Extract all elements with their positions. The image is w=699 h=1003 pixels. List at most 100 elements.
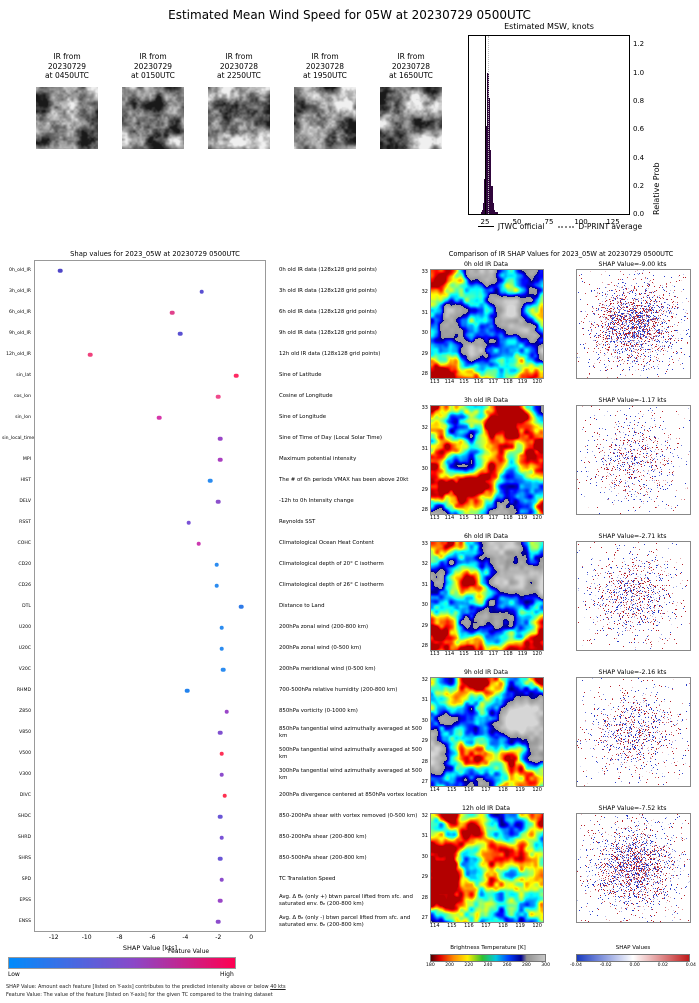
shap-dot — [217, 457, 223, 462]
shap-dot — [234, 373, 239, 378]
map-ytick: 29 — [421, 738, 428, 745]
map-xtick: 115 — [459, 515, 469, 521]
map-xtick: 118 — [503, 515, 513, 521]
shap-feature-desc: 3h old IR data (128x128 grid points) — [279, 288, 377, 295]
map-xtick: 120 — [532, 787, 542, 793]
shap-dot — [219, 646, 224, 651]
shap-feature-row: ENSS Avg. Δ θₑ (only -) btwn parcel lifte… — [2, 911, 434, 932]
map-xtick: 114 — [444, 379, 455, 385]
shap-plot-cell — [34, 764, 266, 785]
ir-thumbnail-image — [380, 87, 442, 149]
shap-feature-code: RHMD — [16, 688, 31, 693]
shap-feature-desc: Sine of Time of Day (Local Solar Time) — [279, 435, 382, 442]
shap-feature-code: sin_lon — [15, 415, 31, 420]
shap-dot — [219, 877, 224, 882]
shap-feature-code: V500 — [19, 751, 31, 756]
feature-value-high-label: High — [220, 971, 234, 978]
shap-feature-code: EPSS — [19, 898, 31, 903]
map-xtick: 116 — [473, 379, 484, 385]
legend-jtwc-official: JTWC official — [477, 222, 544, 231]
shap-dot — [214, 562, 219, 567]
shap-feature-row: SPD TC Translation Speed — [2, 869, 434, 890]
ir-map-xticks: 113 114 115 116 117 118 119 120 — [430, 651, 542, 657]
map-ytick: 33 — [421, 541, 428, 547]
ir-thumb-line: at 0450UTC — [45, 71, 89, 80]
shap-feature-code: SHRS — [18, 856, 31, 861]
bt-colorbar-tick: 260 — [502, 963, 512, 968]
shap-plot-cell — [34, 365, 266, 386]
map-xtick: 115 — [459, 651, 469, 657]
map-xtick: 114 — [430, 923, 440, 929]
shap-feature-row: cos_lon Cosine of Longitude — [2, 386, 434, 407]
shap-feature-code: 3h_old_IR — [9, 289, 31, 294]
ir-map-image — [430, 541, 544, 651]
map-ytick: 30 — [421, 602, 428, 609]
map-xtick: 119 — [515, 923, 525, 929]
shap-plot-cell — [34, 596, 266, 617]
shap-feature-row: HIST The # of 6h periods VMAX has been ab… — [2, 470, 434, 491]
shap-feature-row: sin_lon Sine of Longitude — [2, 407, 434, 428]
shap-plot-cell — [34, 827, 266, 848]
ir-thumb-line: at 1950UTC — [303, 71, 347, 80]
shap-map-image — [576, 269, 691, 379]
shap-feature-row: RSST Reynolds SST — [2, 512, 434, 533]
map-ytick: 27 — [421, 914, 428, 921]
histogram-ytick: 0.8 — [633, 96, 645, 105]
histogram-ytick: 0.2 — [633, 181, 645, 190]
ir-thumb-line: IR from — [53, 52, 81, 61]
shap-dot — [178, 331, 183, 336]
ir-map-block: 3h old IR Data 33 32 31 30 29 28 113 114 115 116 11… — [418, 396, 548, 521]
shap-feature-code: 9h_old_IR — [9, 331, 31, 336]
shap-plot-cell — [34, 701, 266, 722]
shap-feature-row: DTL Distance to Land — [2, 596, 434, 617]
map-xtick: 120 — [532, 515, 542, 521]
shap-feature-row: 0h_old_IR 0h old IR data (128x128 grid po… — [2, 260, 434, 281]
shap-plot-cell — [34, 449, 266, 470]
shap-feature-code: U200 — [18, 625, 31, 630]
legend-dprint-average: D-PRINT average — [558, 222, 642, 231]
histogram-ytick: 0.4 — [633, 153, 645, 162]
shap-map-block: SHAP Value=-1.17 kts — [576, 396, 691, 515]
shap-plot-cell — [34, 512, 266, 533]
shap-feature-desc: 850-200hPa shear with vortex removed (0-… — [279, 813, 418, 820]
shap-feature-row: V300 300hPa tangential wind azimuthally a… — [2, 764, 434, 785]
ir-thumb-line: 20230728 — [391, 61, 431, 71]
map-ytick: 29 — [421, 486, 428, 493]
shap-feature-row: CD20 Climatological depth of 20° C isothe… — [2, 554, 434, 575]
shap-colorbar-tick: -0.04 — [570, 963, 582, 968]
shap-xaxis-ticks: -12 -10 -8 -6 -4 -2 0 — [34, 933, 266, 942]
shap-feature-row: SHRD 850-200hPa shear (200-800 km) — [2, 827, 434, 848]
ir-thumb-line: 20230728 — [305, 61, 345, 71]
map-ytick: 28 — [421, 758, 428, 765]
map-xtick: 116 — [464, 923, 474, 929]
shap-feature-desc: Avg. Δ θₑ (only -) btwn parcel lifted fr… — [279, 915, 411, 928]
shap-plot-cell — [34, 911, 266, 932]
shap-feature-row: 6h_old_IR 6h old IR data (128x128 grid po… — [2, 302, 434, 323]
map-ytick: 31 — [421, 445, 428, 452]
shap-feature-desc: 200hPa zonal wind (0-500 km) — [279, 645, 362, 652]
shap-map-image — [576, 813, 691, 923]
feature-value-low-label: Low — [8, 971, 20, 978]
ir-thumbnail-4: IR from 20230728 at 1950UTC — [294, 52, 356, 149]
map-xtick: 114 — [444, 515, 455, 521]
map-xtick: 117 — [481, 923, 491, 929]
solid-line-sample — [477, 226, 494, 227]
shap-dot — [219, 751, 224, 756]
shap-plot: 0h_old_IR 0h old IR data (128x128 grid po… — [2, 260, 434, 952]
histogram-legend: JTWC official D-PRINT average — [455, 222, 665, 231]
ir-thumbnail-1: IR from 20230729 at 0450UTC — [36, 52, 98, 149]
shap-feature-row: V500 500hPa tangential wind azimuthally a… — [2, 743, 434, 764]
bt-colorbar-tick: 280 — [522, 963, 531, 968]
ir-map-block: 6h old IR Data 33 32 31 30 29 28 113 114 115 116 11… — [418, 532, 548, 657]
map-xtick: 116 — [473, 515, 484, 521]
shap-feature-desc: Cosine of Longitude — [279, 393, 333, 400]
map-ytick: 32 — [421, 677, 428, 683]
map-ytick: 29 — [421, 874, 428, 881]
histogram-ytick: 0.6 — [633, 125, 645, 134]
map-ytick: 27 — [421, 778, 428, 785]
shap-feature-desc: Distance to Land — [279, 603, 325, 610]
map-ytick: 30 — [421, 466, 428, 473]
ir-comparison-title: Comparison of IR SHAP Values for 2023_05… — [448, 250, 674, 258]
histogram-ylabel: Relative Prob — [652, 162, 661, 215]
